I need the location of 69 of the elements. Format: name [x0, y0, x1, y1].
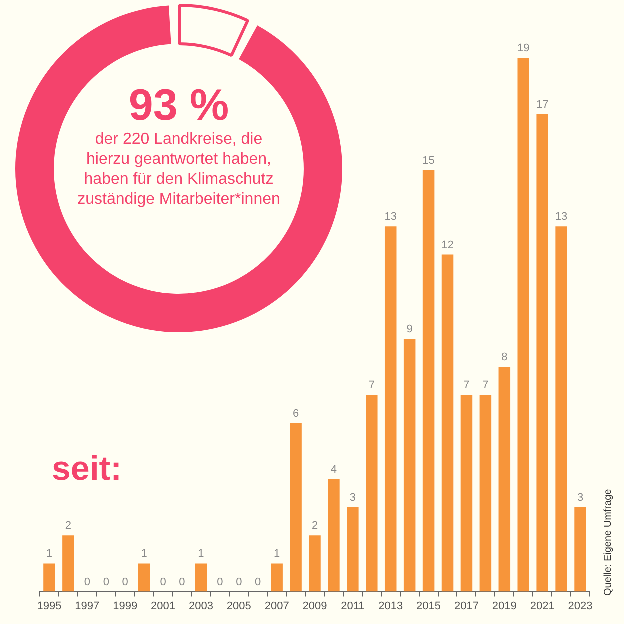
data-label: 7 — [464, 380, 470, 392]
x-tick-label: 2021 — [530, 600, 555, 612]
bar — [404, 338, 416, 592]
x-tick-label: 2003 — [188, 600, 214, 612]
text: der 220 Landkreise, die hierzu geantwortet haben, haben für den Klimaschutz zuständige Mitarbeiter*innen — [76, 130, 282, 210]
data-label: 3 — [577, 492, 584, 504]
data-label: 0 — [160, 576, 166, 588]
data-label: 13 — [384, 211, 397, 224]
data-label: 0 — [179, 576, 186, 588]
text: 93 % — [128, 81, 230, 130]
bar — [480, 395, 492, 592]
bar — [62, 536, 74, 592]
bar — [195, 564, 208, 592]
data-label: 7 — [482, 380, 489, 392]
bar — [574, 508, 586, 592]
bar — [271, 564, 283, 592]
bar — [442, 254, 454, 592]
bar — [309, 536, 321, 592]
bar — [366, 395, 378, 592]
bar — [138, 564, 150, 592]
data-label: 12 — [442, 239, 454, 252]
data-label: 4 — [330, 464, 338, 476]
data-label: 19 — [517, 42, 530, 55]
bar — [498, 367, 511, 592]
data-label: 8 — [502, 352, 508, 364]
data-label: 9 — [406, 324, 413, 336]
data-label: 3 — [350, 492, 356, 504]
bar — [328, 479, 340, 592]
x-tick-label: 2013 — [378, 600, 404, 612]
x-tick-label: 2007 — [264, 600, 290, 612]
bar — [290, 423, 302, 592]
data-label: 0 — [103, 576, 110, 588]
data-label: 13 — [555, 211, 568, 224]
data-label: 2 — [312, 520, 318, 532]
x-tick-label: 2019 — [492, 600, 517, 612]
data-label: 17 — [536, 98, 549, 111]
source-note: Quelle: Eigene Umfrage — [603, 489, 614, 596]
x-tick-label: 1995 — [37, 600, 62, 612]
bar — [422, 170, 435, 592]
data-label: 0 — [255, 576, 262, 588]
bar — [44, 564, 56, 592]
x-tick-label: 2017 — [454, 600, 479, 612]
text: seit: — [52, 450, 122, 489]
data-label: 2 — [65, 520, 72, 532]
data-label: 1 — [274, 548, 280, 560]
bar — [460, 395, 473, 592]
x-tick-label: 2005 — [226, 600, 252, 612]
data-label: 0 — [84, 576, 90, 588]
data-label: 1 — [198, 548, 204, 560]
bar — [347, 508, 359, 592]
data-label: 1 — [141, 548, 148, 560]
bar — [556, 226, 568, 592]
data-label: 0 — [236, 576, 242, 588]
x-tick-label: 2023 — [568, 600, 593, 612]
x-tick-label: 2011 — [341, 600, 365, 612]
data-label: 7 — [368, 380, 375, 392]
bar — [536, 114, 548, 592]
data-label: 0 — [122, 576, 128, 588]
data-label: 6 — [292, 408, 300, 420]
bar — [518, 58, 530, 592]
x-tick-label: 2009 — [302, 600, 328, 612]
data-label: 1 — [46, 548, 53, 560]
x-tick-label: 2001 — [151, 600, 176, 612]
bar — [384, 226, 397, 592]
x-tick-label: 1997 — [75, 600, 100, 612]
x-tick-label: 2015 — [416, 600, 442, 612]
data-label: 15 — [422, 154, 435, 167]
x-tick-label: 1999 — [113, 600, 138, 612]
data-label: 0 — [217, 576, 224, 588]
